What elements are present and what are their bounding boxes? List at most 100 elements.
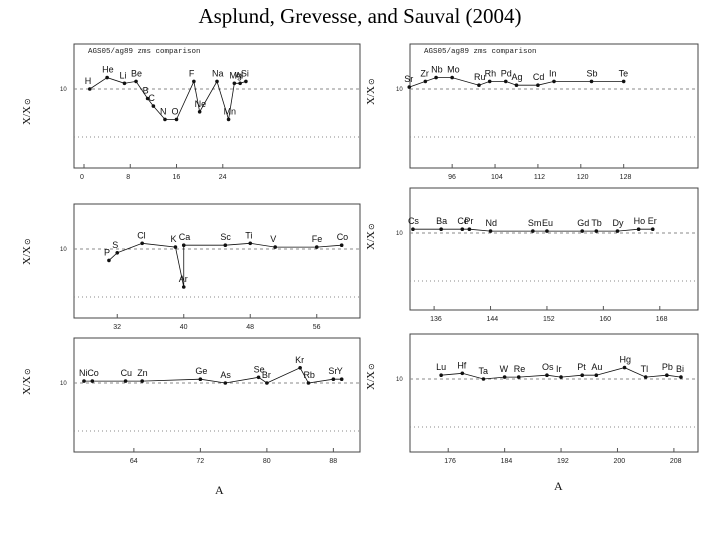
element-label-sc: Sc (220, 232, 231, 242)
element-label-pt: Pt (577, 362, 586, 372)
data-point-n (163, 117, 167, 122)
data-point-be (134, 79, 138, 84)
element-label-te: Te (619, 68, 629, 78)
panel-subtitle: AGS05/ag89 zms comparison (424, 48, 537, 56)
data-point-dy (615, 229, 620, 233)
data-point-ta (481, 377, 486, 381)
y-axis-sub: ⊙ (367, 363, 376, 370)
x-tick-label: 32 (113, 324, 121, 331)
data-point-li (122, 81, 127, 86)
element-label-fe: Fe (312, 234, 323, 244)
y-level-label: 10 (396, 377, 403, 383)
data-point-sc (223, 243, 228, 247)
y-axis-label: X/X⊙ (365, 223, 377, 250)
x-tick-label: 176 (444, 458, 456, 465)
x-tick-label: 48 (246, 324, 254, 331)
panel-1: 10 AGS05/ag89 zms comparison 0 8 16 24 H He Li Be… (60, 43, 361, 181)
element-label-na: Na (212, 68, 224, 78)
data-point-in (552, 79, 556, 84)
element-label-cu: Cu (121, 368, 133, 378)
element-label-zn: Zn (137, 368, 148, 378)
element-label-ge: Ge (195, 366, 207, 376)
data-point-f (192, 79, 196, 84)
data-point-ni (82, 379, 86, 383)
element-label-he: He (102, 65, 114, 75)
data-point-ir (559, 375, 563, 379)
data-point-co (90, 379, 95, 383)
x-tick-label: 184 (501, 458, 513, 465)
element-label-sm: Sm (528, 218, 542, 228)
element-label-s: S (112, 240, 118, 250)
data-point-nb (434, 75, 438, 80)
element-label-co: Co (87, 368, 99, 378)
data-point-pr (467, 227, 472, 231)
element-label-mn: Mn (224, 106, 237, 116)
x-tick-label: 200 (613, 458, 625, 465)
data-point-cs (411, 227, 415, 231)
element-label-eu: Eu (542, 218, 553, 228)
element-label-gd: Gd (577, 218, 589, 228)
x-tick-label: 160 (599, 316, 611, 323)
x-axis-label: A (215, 483, 224, 497)
y-axis-sub: ⊙ (367, 78, 376, 85)
data-point-ti (248, 241, 253, 246)
data-point-s (115, 251, 120, 255)
data-point-lu (439, 373, 443, 378)
element-label-sb: Sb (587, 68, 598, 78)
x-axis-label: A (554, 479, 563, 493)
data-point-si (244, 79, 248, 84)
x-tick-label: 24 (219, 174, 227, 181)
data-trail (412, 228, 653, 232)
data-point-fe (314, 245, 319, 249)
element-label-si: Si (241, 68, 249, 78)
data-point-se (256, 375, 261, 380)
data-point-er (650, 227, 655, 231)
data-point-te (621, 79, 626, 84)
data-point-br (265, 381, 269, 385)
data-point-sm (531, 229, 535, 233)
element-label-se: Se (254, 364, 265, 374)
data-point-ge (198, 377, 203, 382)
panel-2: 10 AGS05/ag89 zms comparison 96 104 112 120 12… (396, 43, 699, 181)
panel-frame (409, 333, 699, 453)
x-tick-label: 80 (263, 458, 271, 465)
y-axis-sub: ⊙ (23, 98, 32, 105)
element-label-rh: Rh (485, 68, 497, 78)
data-point-h (87, 87, 92, 91)
element-label-pb: Pb (662, 362, 673, 372)
data-point-co (339, 243, 344, 247)
element-label-ho: Ho (634, 216, 646, 226)
element-label-mo: Mo (447, 65, 460, 75)
data-point-c (151, 104, 156, 108)
panel-frame (73, 43, 361, 169)
x-tick-label: 112 (534, 174, 545, 181)
element-label-sr: Sr (404, 74, 413, 84)
element-label-zr: Zr (420, 68, 429, 78)
x-tick-label: 88 (329, 458, 337, 465)
x-tick-label: 72 (196, 458, 204, 465)
x-tick-label: 136 (430, 316, 442, 323)
element-label-li: Li (119, 70, 126, 80)
x-tick-label: 128 (620, 174, 632, 181)
y-axis-label: X/X⊙ (21, 238, 33, 265)
y-axis-label: X/X⊙ (365, 78, 377, 105)
element-label-nd: Nd (486, 218, 498, 228)
element-label-rb: Rb (303, 370, 315, 380)
y-axis-sub: ⊙ (23, 238, 32, 245)
data-point-pt (580, 373, 585, 378)
element-label-in: In (549, 68, 557, 78)
element-label-y: Y (337, 366, 343, 376)
data-point-sb (589, 79, 594, 84)
element-label-ca: Ca (179, 232, 191, 242)
data-point-nd (488, 229, 493, 233)
data-point-ce (460, 227, 465, 231)
element-label-ta: Ta (478, 366, 488, 376)
element-label-cs: Cs (408, 216, 419, 226)
panel-frame (409, 187, 699, 311)
y-axis-label: X/X⊙ (365, 363, 377, 390)
data-point-mg (232, 81, 237, 86)
panel-subtitle: AGS05/ag89 zms comparison (88, 48, 201, 56)
y-level-label: 10 (60, 87, 67, 93)
data-point-zr (423, 79, 428, 84)
